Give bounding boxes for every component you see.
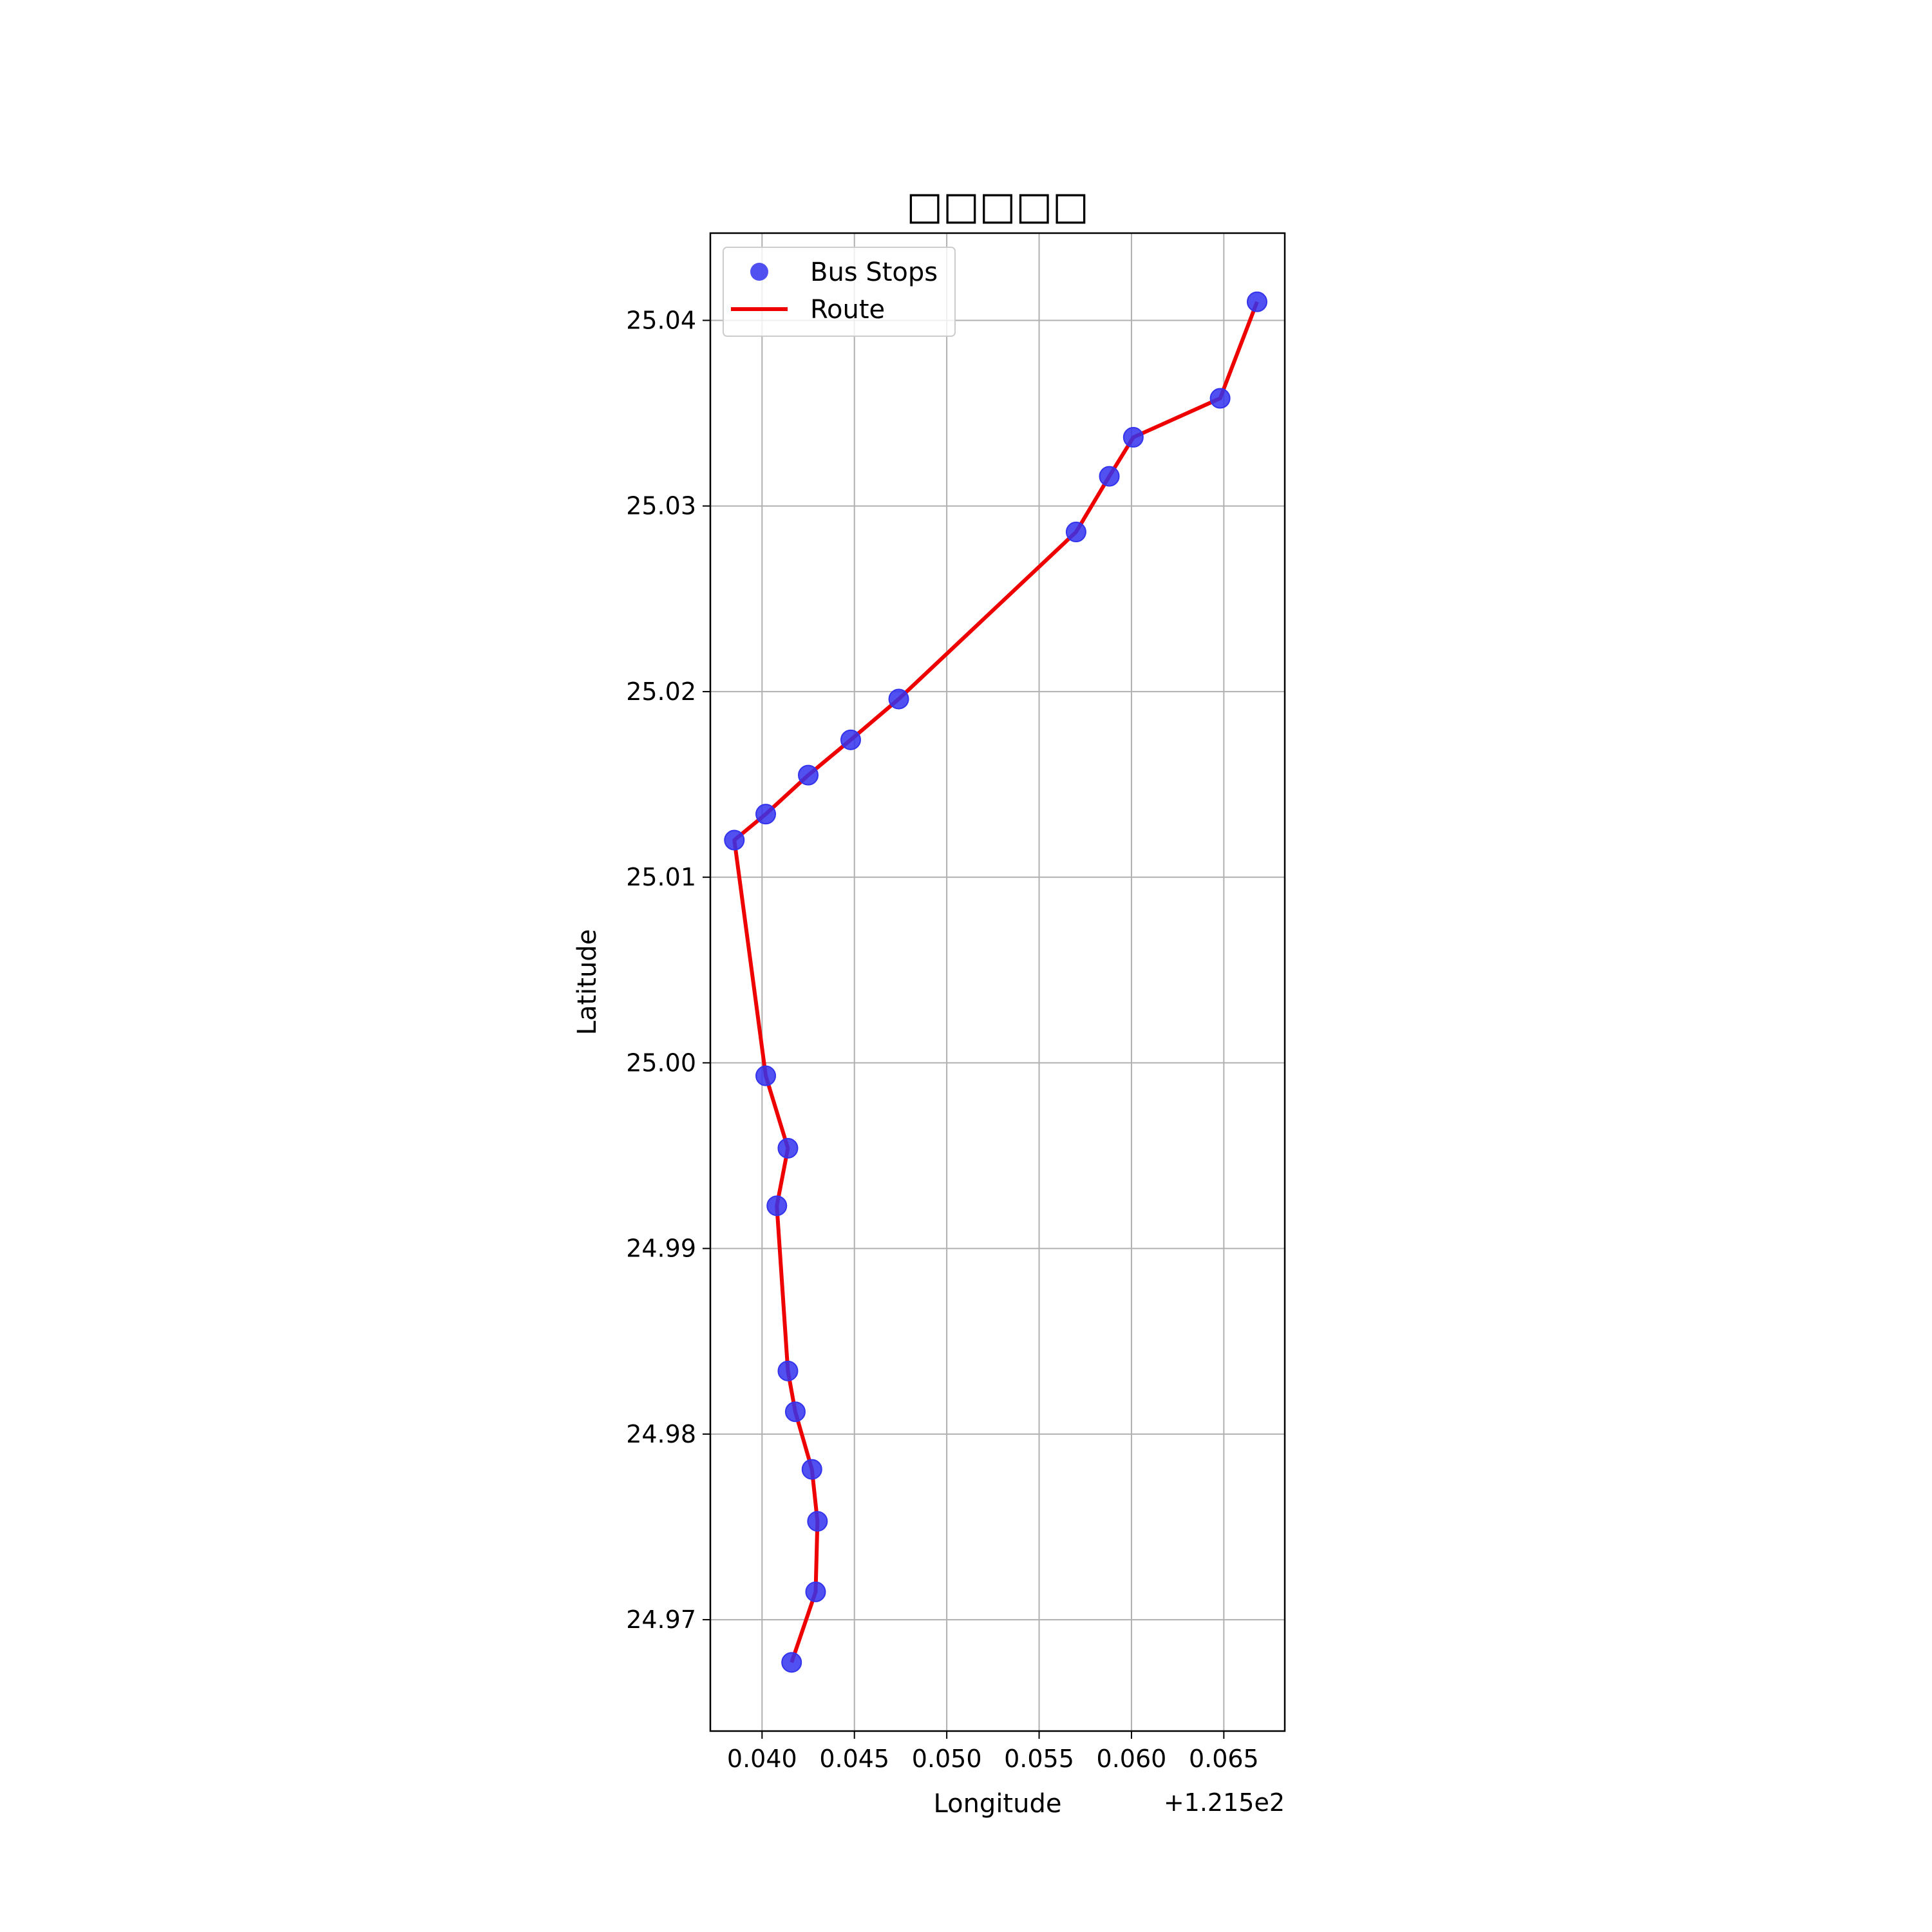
y-tick-label: 24.97 xyxy=(626,1605,696,1634)
bus-stop-point xyxy=(1246,291,1267,312)
legend-route-label: Route xyxy=(810,295,885,325)
bus-stop-point xyxy=(840,729,861,750)
axes-frame xyxy=(709,232,1286,1732)
bus-stop-point xyxy=(888,688,909,710)
y-axis-label: Latitude xyxy=(573,929,602,1036)
y-tick-label: 25.02 xyxy=(626,677,696,706)
bus-stop-point xyxy=(777,1137,799,1159)
bus-stop-point xyxy=(1065,522,1086,543)
legend-box xyxy=(723,247,956,337)
bus-stop-point xyxy=(724,829,745,851)
bus-stop-point xyxy=(755,1065,777,1086)
x-tick-label: 0.065 xyxy=(1189,1745,1259,1773)
bus-stop-point xyxy=(784,1401,806,1423)
bus-stop-point xyxy=(1099,466,1120,487)
x-axis-ticks: 0.040 0.045 0.050 0.055 0.060 0.065 xyxy=(727,1731,1259,1773)
bus-stops-layer xyxy=(724,291,1267,1673)
y-axis-ticks: 24.97 24.98 24.99 25.00 25.01 25.02 25.03 25.04 xyxy=(626,306,710,1634)
bus-stop-point xyxy=(1122,427,1144,448)
x-tick-label: 0.050 xyxy=(912,1745,982,1773)
bus-stop-point xyxy=(766,1195,788,1217)
y-tick-label: 25.03 xyxy=(626,492,696,520)
bus-stop-point xyxy=(798,764,819,786)
y-tick-label: 25.00 xyxy=(626,1048,696,1077)
legend: Bus Stops Route xyxy=(723,247,956,337)
x-tick-label: 0.040 xyxy=(727,1745,797,1773)
bus-stop-point xyxy=(755,804,777,825)
x-tick-label: 0.055 xyxy=(1004,1745,1074,1773)
chart-title: □□□□□ xyxy=(906,184,1088,229)
x-tick-label: 0.045 xyxy=(819,1745,889,1773)
grid xyxy=(710,233,1285,1731)
bus-stop-point xyxy=(801,1459,822,1480)
x-axis-label: Longitude xyxy=(934,1789,1062,1819)
bus-stop-point xyxy=(781,1652,802,1673)
bus-stop-point xyxy=(805,1581,826,1602)
bus-stop-point xyxy=(777,1360,799,1381)
bus-stop-point xyxy=(807,1511,828,1532)
y-tick-label: 24.99 xyxy=(626,1235,696,1263)
x-axis-offset-label: +1.215e2 xyxy=(1164,1788,1285,1817)
bus-stop-point xyxy=(1209,388,1231,409)
y-tick-label: 25.01 xyxy=(626,863,696,891)
x-tick-label: 0.060 xyxy=(1097,1745,1167,1773)
legend-bus-stops-marker xyxy=(750,263,768,281)
y-tick-label: 24.98 xyxy=(626,1420,696,1448)
legend-bus-stops-label: Bus Stops xyxy=(810,258,938,287)
y-tick-label: 25.04 xyxy=(626,306,696,334)
